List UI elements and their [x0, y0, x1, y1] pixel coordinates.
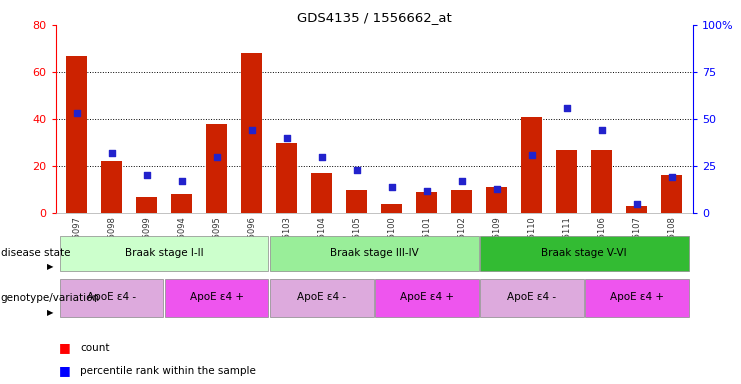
Bar [270, 279, 373, 316]
Point [141, 172, 153, 179]
Point [456, 178, 468, 184]
Point [386, 184, 398, 190]
Text: ■: ■ [59, 364, 71, 377]
Bar [60, 236, 268, 271]
Point [421, 187, 433, 194]
Point [210, 154, 222, 160]
Bar [136, 197, 157, 213]
Text: percentile rank within the sample: percentile rank within the sample [80, 366, 256, 376]
Bar [241, 53, 262, 213]
Bar [101, 161, 122, 213]
Bar [591, 150, 612, 213]
Bar [171, 194, 192, 213]
Bar [66, 56, 87, 213]
Bar [346, 190, 368, 213]
Bar [276, 142, 297, 213]
Text: ■: ■ [59, 341, 71, 354]
Text: ApoE ε4 -: ApoE ε4 - [87, 292, 136, 302]
Text: count: count [80, 343, 110, 353]
Point [631, 200, 642, 207]
Text: Braak stage V-VI: Braak stage V-VI [542, 248, 627, 258]
Bar [311, 173, 332, 213]
Text: ApoE ε4 +: ApoE ε4 + [190, 292, 244, 302]
Point [666, 174, 678, 180]
Bar [521, 117, 542, 213]
Bar [206, 124, 227, 213]
Bar [270, 236, 479, 271]
Text: Braak stage I-II: Braak stage I-II [124, 248, 204, 258]
Bar [381, 204, 402, 213]
Point [176, 178, 187, 184]
Point [70, 110, 82, 116]
Title: GDS4135 / 1556662_at: GDS4135 / 1556662_at [297, 11, 451, 24]
Bar [480, 236, 688, 271]
Bar [165, 279, 268, 316]
Text: ApoE ε4 +: ApoE ε4 + [610, 292, 664, 302]
Bar [416, 192, 437, 213]
Text: ▶: ▶ [47, 262, 53, 271]
Point [106, 150, 118, 156]
Text: Braak stage III-IV: Braak stage III-IV [330, 248, 419, 258]
Point [561, 105, 573, 111]
Bar [626, 206, 648, 213]
Point [246, 127, 258, 133]
Bar [451, 190, 472, 213]
Text: ApoE ε4 +: ApoE ε4 + [399, 292, 453, 302]
Point [596, 127, 608, 133]
Bar [480, 279, 584, 316]
Text: ApoE ε4 -: ApoE ε4 - [507, 292, 556, 302]
Text: ▶: ▶ [47, 308, 53, 317]
Point [350, 167, 362, 173]
Point [526, 152, 538, 158]
Bar [486, 187, 508, 213]
Bar [60, 279, 164, 316]
Bar [585, 279, 688, 316]
Point [491, 185, 502, 192]
Bar [375, 279, 479, 316]
Text: disease state: disease state [1, 248, 70, 258]
Bar [556, 150, 577, 213]
Point [281, 135, 293, 141]
Text: genotype/variation: genotype/variation [1, 293, 100, 303]
Text: ApoE ε4 -: ApoE ε4 - [297, 292, 346, 302]
Bar [661, 175, 682, 213]
Point [316, 154, 328, 160]
